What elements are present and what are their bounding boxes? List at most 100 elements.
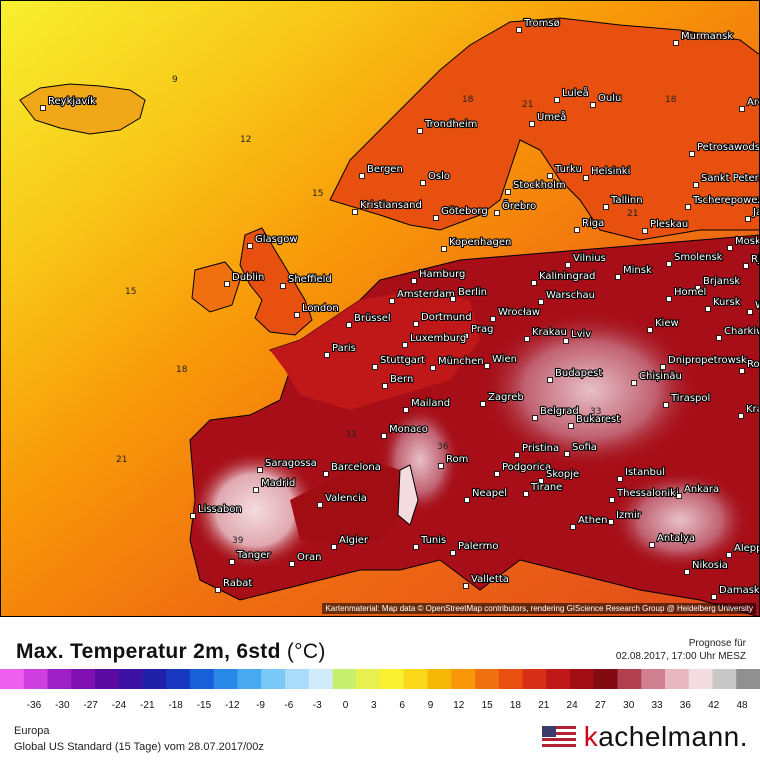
color-scale: -36 -30 -27 -24 -21 -18 -15 -12 -9 -6 -3 0 3 6 9 12 15 18… [0, 669, 760, 711]
city-marker: Oulu [590, 92, 622, 108]
city-dot [663, 402, 669, 408]
city-marker: Tunis [413, 534, 447, 550]
city-marker: Monaco [381, 423, 429, 439]
chart-title: Max. Temperatur 2m, 6std (°C) [16, 640, 326, 664]
city-dot [727, 245, 733, 251]
city-label: Neapel [472, 488, 507, 499]
scale-swatch [142, 669, 167, 689]
city-marker: Kiew [647, 317, 680, 333]
city-dot [229, 559, 235, 565]
city-marker: Jaros [745, 206, 760, 222]
city-dot [480, 401, 486, 407]
city-dot [547, 377, 553, 383]
city-marker: Helsinki [583, 165, 631, 181]
brand-k: k [583, 721, 599, 752]
scale-swatch [380, 669, 405, 689]
isotherm-label: 15 [312, 189, 323, 199]
city-dot [685, 204, 691, 210]
city-label: Ankara [684, 484, 719, 495]
scandinavia-landmass [329, 17, 760, 241]
city-marker: Moskau [727, 235, 760, 251]
city-dot [253, 487, 259, 493]
city-label: Warschau [546, 290, 595, 301]
city-marker: Turku [547, 163, 583, 179]
city-label: Bern [390, 374, 413, 385]
city-marker: Izmir [608, 509, 643, 525]
city-marker: Warschau [538, 289, 596, 305]
forecast-valid-time: 02.08.2017, 17:00 Uhr MESZ [615, 651, 746, 662]
city-marker: Riga [574, 217, 605, 233]
city-label: Jaros [752, 207, 760, 218]
city-label: Paris [332, 343, 356, 354]
city-marker: Oran [289, 551, 323, 567]
city-label: Berlin [458, 287, 487, 298]
city-dot [673, 40, 679, 46]
brand-logo[interactable]: kachelmann. [541, 721, 748, 752]
city-label: Hamburg [419, 269, 465, 280]
city-dot [666, 261, 672, 267]
city-dot [739, 106, 745, 112]
city-label: Krakau [532, 327, 567, 338]
scale-swatch [213, 669, 238, 689]
city-marker: Pleskau [642, 218, 689, 234]
city-label: Kiew [655, 318, 679, 329]
city-marker: Arch [739, 96, 760, 112]
city-dot [490, 316, 496, 322]
scale-tick-label: 27 [595, 700, 607, 711]
city-marker: Lviv [563, 328, 592, 344]
city-marker: Luleå [554, 85, 590, 103]
city-marker: Podgorica [494, 461, 552, 477]
scale-tick-label: 15 [482, 700, 494, 711]
city-label: Tscherepowez [692, 195, 760, 206]
city-marker: Wrocław [490, 306, 541, 322]
city-marker: Ankara [676, 483, 720, 499]
city-marker: Chișinău [631, 370, 683, 386]
city-dot [570, 524, 576, 530]
city-label: Sheffield [288, 274, 332, 285]
scale-swatch [118, 669, 143, 689]
map-svg: 9 12 15 15 18 21 33 36 39 18 21 18 21 33 Tromsø Murman… [0, 0, 760, 617]
city-dot [381, 433, 387, 439]
scale-tick-label: -21 [140, 700, 155, 711]
city-label: Rosto [747, 359, 760, 370]
city-label: Bukarest [576, 414, 620, 425]
city-label: Minsk [623, 265, 652, 276]
city-label: Amsterdam [397, 289, 455, 300]
city-marker: Rom [438, 453, 469, 469]
color-scale-svg: -36 -30 -27 -24 -21 -18 -15 -12 -9 -6 -3 0 3 6 9 12 15 18… [0, 669, 760, 711]
city-label: Krasno [746, 404, 760, 415]
city-markers: Tromsø Murmansk Reykjavík Luleå Oulu Arch Umeå… [40, 17, 760, 600]
city-dot [257, 467, 263, 473]
city-marker: Stockholm [505, 179, 567, 195]
city-label: Homel [674, 287, 706, 298]
city-label: München [438, 356, 484, 367]
city-dot [689, 151, 695, 157]
isotherm-label: 21 [116, 455, 127, 465]
scale-tick-label: -36 [27, 700, 42, 711]
scale-swatch [71, 669, 96, 689]
city-marker: Kristiansand [352, 199, 423, 215]
sardinia-landmass [397, 464, 419, 526]
city-dot [224, 281, 230, 287]
city-dot [739, 368, 745, 374]
city-label: Kopenhagen [449, 237, 511, 248]
city-marker: Bern [382, 373, 414, 389]
map-credit: Kartenmaterial: Map data © OpenStreetMap… [322, 603, 756, 614]
isotherm-label: 12 [240, 135, 251, 145]
city-label: Arch [747, 97, 760, 108]
isotherm-label: 21 [522, 100, 533, 110]
balkan-heat-area [480, 310, 700, 470]
city-marker: Murmansk [673, 30, 734, 46]
city-dot [317, 502, 323, 508]
iberia-heat-area [190, 450, 320, 570]
city-label: Rjas [751, 254, 760, 265]
scale-swatch [332, 669, 357, 689]
scale-swatch [166, 669, 191, 689]
city-dot [531, 280, 537, 286]
scale-tick-label: 48 [736, 700, 748, 711]
iceland-landmass [19, 83, 146, 135]
city-label: Izmir [616, 510, 642, 521]
city-label: Kursk [713, 297, 741, 308]
city-marker: Vilnius [565, 252, 607, 268]
scale-swatch [641, 669, 666, 689]
